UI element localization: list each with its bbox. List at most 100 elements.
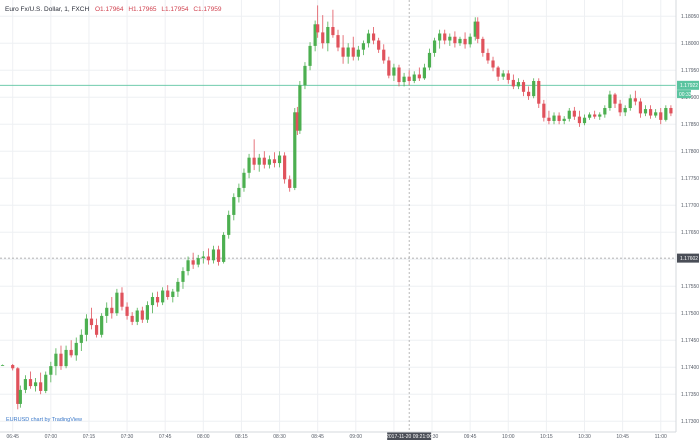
candle[interactable] <box>572 106 576 120</box>
candle[interactable] <box>16 367 20 410</box>
candle[interactable] <box>438 29 442 49</box>
candle[interactable] <box>242 168 246 192</box>
candle[interactable] <box>216 245 221 266</box>
candle[interactable] <box>295 106 299 135</box>
candle[interactable] <box>211 245 216 264</box>
candle[interactable] <box>458 36 462 46</box>
candle[interactable] <box>120 287 124 311</box>
candle[interactable] <box>79 329 83 351</box>
candle[interactable] <box>346 43 350 64</box>
candle[interactable] <box>298 81 302 134</box>
candle[interactable] <box>140 306 144 323</box>
candle[interactable] <box>547 110 551 125</box>
candle[interactable] <box>598 112 602 120</box>
candle[interactable] <box>351 36 355 61</box>
candle[interactable] <box>654 109 658 118</box>
candle[interactable] <box>417 67 421 82</box>
candle[interactable] <box>366 29 371 48</box>
candle[interactable] <box>237 183 241 203</box>
candle[interactable] <box>227 210 231 239</box>
candle[interactable] <box>247 153 251 179</box>
candle[interactable] <box>181 267 185 289</box>
candle[interactable] <box>316 5 320 38</box>
candle[interactable] <box>407 70 411 86</box>
candle[interactable] <box>145 301 149 323</box>
candle[interactable] <box>23 375 28 394</box>
candle[interactable] <box>176 278 180 297</box>
candle[interactable] <box>618 99 622 117</box>
candle[interactable] <box>422 63 427 80</box>
candle[interactable] <box>537 78 541 108</box>
candle[interactable] <box>331 9 335 38</box>
candle[interactable] <box>54 348 58 376</box>
candle[interactable] <box>100 313 104 338</box>
candle[interactable] <box>527 86 531 100</box>
candle[interactable] <box>567 108 571 122</box>
candle[interactable] <box>18 385 22 408</box>
candle[interactable] <box>486 48 490 64</box>
candle[interactable] <box>506 70 510 84</box>
candle[interactable] <box>402 72 406 87</box>
candle[interactable] <box>33 378 38 392</box>
candle[interactable] <box>39 372 43 395</box>
candle[interactable] <box>532 78 536 99</box>
candle[interactable] <box>171 288 175 303</box>
candles[interactable] <box>0 5 673 410</box>
candle[interactable] <box>267 155 271 169</box>
candle[interactable] <box>155 291 160 307</box>
candle[interactable] <box>448 33 452 46</box>
candle[interactable] <box>0 364 5 366</box>
candle[interactable] <box>491 56 495 72</box>
candle[interactable] <box>562 116 566 125</box>
candle[interactable] <box>283 152 287 184</box>
candle[interactable] <box>11 363 15 371</box>
candle[interactable] <box>186 256 190 276</box>
candle[interactable] <box>552 112 556 125</box>
candle[interactable] <box>303 62 307 90</box>
candle[interactable] <box>105 302 109 323</box>
candle[interactable] <box>201 251 205 264</box>
candle[interactable] <box>257 153 261 172</box>
candle[interactable] <box>468 33 472 48</box>
candle[interactable] <box>288 175 292 192</box>
candle[interactable] <box>326 21 330 52</box>
candle[interactable] <box>582 114 587 126</box>
candle[interactable] <box>669 105 673 117</box>
candle[interactable] <box>648 105 653 119</box>
candle[interactable] <box>481 36 485 57</box>
candle[interactable] <box>659 108 663 125</box>
candle[interactable] <box>443 29 447 45</box>
candle[interactable] <box>150 292 155 314</box>
candle[interactable] <box>623 105 627 117</box>
candle[interactable] <box>321 15 325 49</box>
candle[interactable] <box>501 70 505 80</box>
candle[interactable] <box>232 193 236 221</box>
candle[interactable] <box>196 254 200 268</box>
candle[interactable] <box>336 29 340 52</box>
candle[interactable] <box>28 371 33 389</box>
candle[interactable] <box>84 314 89 342</box>
candle[interactable] <box>94 318 99 338</box>
candle[interactable] <box>166 285 170 300</box>
candle[interactable] <box>593 110 597 119</box>
candle[interactable] <box>453 31 457 48</box>
candle[interactable] <box>633 90 637 106</box>
candle[interactable] <box>397 64 401 87</box>
candle[interactable] <box>638 98 643 118</box>
candle[interactable] <box>377 37 381 53</box>
candle[interactable] <box>577 110 582 127</box>
candle[interactable] <box>69 340 73 358</box>
candle[interactable] <box>613 92 617 108</box>
candle[interactable] <box>432 37 437 57</box>
candle[interactable] <box>191 252 195 269</box>
candle[interactable] <box>521 79 526 97</box>
time-axis[interactable]: 06:45 07:00 07:15 07:30 07:45 08:00 08:15 08:30… <box>6 434 667 440</box>
tradingview-watermark[interactable]: EURUSD chart by TradingView <box>6 417 82 423</box>
candle[interactable] <box>272 152 277 168</box>
candle[interactable] <box>308 42 312 71</box>
candle[interactable] <box>496 65 500 81</box>
candle[interactable] <box>587 112 592 120</box>
candle[interactable] <box>277 151 282 168</box>
